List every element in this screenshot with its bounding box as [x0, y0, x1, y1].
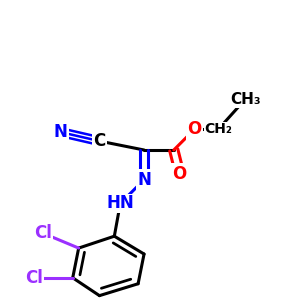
Text: CH₃: CH₃ [230, 92, 260, 107]
Text: Cl: Cl [25, 269, 43, 287]
Text: C: C [93, 132, 106, 150]
Text: CH₂: CH₂ [204, 122, 232, 136]
Text: Cl: Cl [34, 224, 52, 242]
Text: HN: HN [106, 194, 134, 212]
Text: N: N [54, 123, 68, 141]
Text: N: N [137, 171, 151, 189]
Text: O: O [188, 120, 202, 138]
Text: O: O [172, 165, 187, 183]
